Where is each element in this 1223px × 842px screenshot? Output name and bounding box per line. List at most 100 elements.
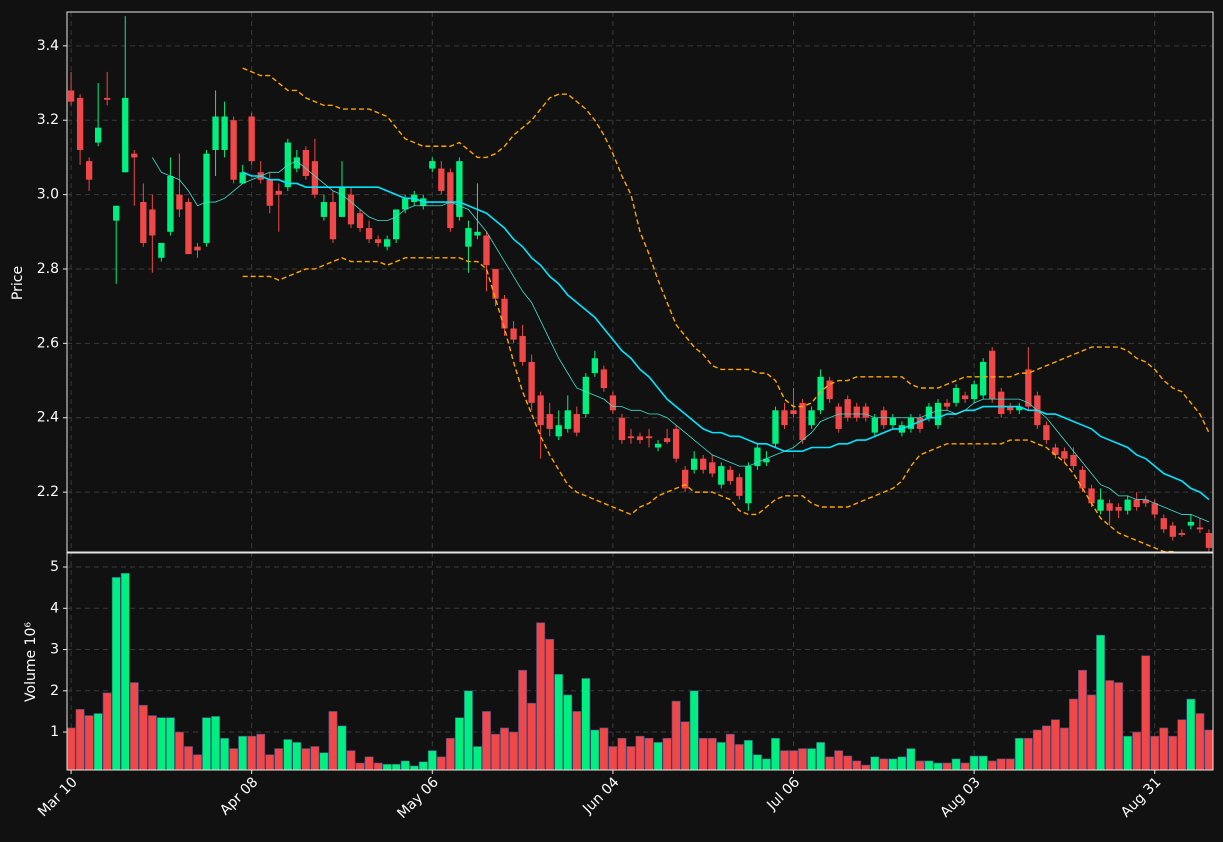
volume-bar (202, 717, 211, 770)
candle-body (465, 228, 472, 247)
volume-bar (734, 744, 744, 770)
candle-body (356, 213, 364, 229)
candle-body (925, 406, 933, 418)
candle-body (1196, 527, 1204, 530)
candle-body (365, 228, 373, 240)
candle-body (275, 190, 282, 195)
volume-bar (220, 737, 230, 770)
candle-body (122, 97, 129, 173)
volume-bar (689, 690, 699, 770)
candle-body (952, 387, 960, 403)
candle-body (85, 161, 93, 180)
volume-bar (184, 746, 193, 770)
candle-body (663, 438, 671, 442)
volume-bar (346, 750, 356, 770)
volume-bar (1132, 731, 1142, 770)
candle-body (266, 179, 273, 206)
candle-body (519, 335, 526, 362)
candle-body (672, 428, 680, 459)
y-tick-label: 2.8 (37, 261, 59, 277)
candle-body (221, 116, 228, 150)
volume-bar (463, 690, 473, 770)
candle-body (528, 361, 535, 403)
volume-bar (1096, 634, 1106, 770)
price-frame (66, 11, 1214, 553)
candle-body (456, 161, 463, 217)
volume-bar (400, 760, 410, 770)
candle-body (1088, 488, 1095, 504)
candle-body (709, 462, 716, 474)
candle-body (329, 202, 337, 240)
volume-bar (418, 761, 428, 770)
candle-body (158, 242, 165, 258)
volume-bar (84, 715, 94, 770)
candle-body (1007, 406, 1014, 411)
volume-bar (996, 758, 1006, 770)
volume-bar (1078, 669, 1087, 770)
volume-bar (292, 742, 302, 770)
candle-body (853, 406, 860, 418)
volume-bar (527, 702, 537, 770)
candle-body (799, 402, 806, 441)
candle-body (113, 205, 120, 221)
volume-bar (662, 737, 672, 770)
volume-bar (698, 737, 708, 770)
volume-bar (93, 713, 103, 770)
volume-bar (572, 711, 582, 770)
volume-bar (310, 746, 320, 770)
volume-bar (1050, 719, 1060, 770)
volume-bar (942, 762, 952, 770)
volume-bar (924, 760, 934, 770)
volume-bar (752, 754, 762, 770)
candle-body (636, 436, 644, 441)
volume-bar (129, 682, 139, 770)
volume-tick-label: 4 (50, 600, 59, 616)
candle-body (1016, 406, 1023, 411)
candle-body (203, 153, 210, 243)
candle-body (817, 376, 824, 411)
volume-bar (193, 754, 202, 770)
grid (67, 12, 1213, 770)
volume-bar (852, 760, 862, 770)
candle-body (600, 369, 608, 388)
volume-bar (174, 731, 184, 770)
candle-body (248, 116, 255, 162)
candle-body (736, 477, 743, 496)
candle-body (149, 209, 156, 236)
volume-bar (671, 700, 681, 770)
volume-bar (518, 669, 528, 770)
volume-bar (67, 727, 76, 770)
candle-body (140, 202, 147, 243)
candle-body (347, 194, 355, 225)
candle-body (1070, 454, 1077, 467)
volume-bar (771, 737, 780, 770)
candle-body (1142, 499, 1149, 504)
candle-body (1124, 499, 1131, 511)
volume-bar (427, 750, 437, 770)
volume-bar (716, 742, 726, 770)
candle-body (826, 380, 833, 400)
volume-bar (355, 762, 365, 770)
overlay-line (242, 171, 1210, 501)
y-tick-label: 2.4 (37, 410, 59, 426)
volume-bar (509, 731, 519, 770)
candle-body (429, 161, 436, 169)
candle-body (320, 202, 328, 217)
candle-body (691, 458, 698, 470)
candle-body (564, 410, 571, 429)
volume-bar (897, 756, 907, 770)
candle-body (871, 417, 878, 433)
candle-body (501, 298, 508, 329)
volume-bar (1168, 735, 1178, 770)
candle-body (1052, 447, 1059, 455)
candle-body (1187, 521, 1195, 526)
candle-body (627, 436, 635, 439)
volume-bar (445, 737, 455, 770)
candle-body (618, 417, 626, 441)
candle-body (131, 153, 138, 158)
overlay-line (242, 67, 1210, 433)
candle-body (844, 399, 851, 418)
candle-body (645, 436, 653, 439)
volume-bar (960, 762, 970, 770)
